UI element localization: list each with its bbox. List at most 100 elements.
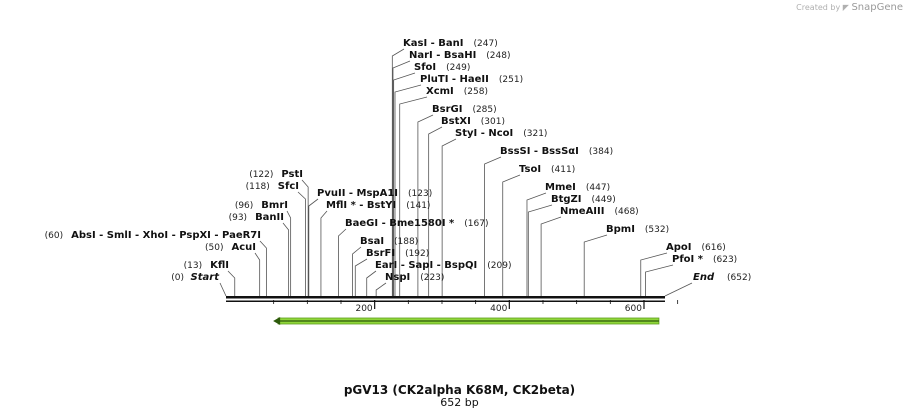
site-name: BstXI [441, 116, 471, 127]
site-position: (93) [229, 213, 247, 223]
site-position: (188) [394, 237, 418, 247]
backbone-top-strand [226, 296, 665, 299]
site-position: (623) [713, 255, 737, 265]
site-connector [259, 240, 267, 296]
site-name: BanII [255, 212, 284, 223]
end-connector [664, 282, 693, 297]
site-connector [645, 264, 674, 296]
site-connector [441, 138, 457, 296]
site-name: NmeAIII [560, 206, 604, 217]
site-position: (60) [45, 231, 63, 241]
site-name: PstI [281, 169, 303, 180]
site-position: (532) [645, 225, 669, 235]
site-name: BsaI [360, 236, 384, 247]
site-position: (384) [589, 147, 613, 157]
start-connector [219, 282, 227, 297]
ruler-tick-label: 600 [625, 304, 642, 314]
site-name: BaeGI - Bme1580I * [345, 218, 455, 229]
site-connector [354, 258, 368, 296]
snapgene-credit: Created by ◤ SnapGene [796, 2, 903, 13]
feature-arrowhead [273, 317, 281, 325]
site-connector [428, 126, 443, 296]
site-position: (13) [184, 261, 202, 271]
site-name: SfoI [414, 62, 436, 73]
site-connector [484, 156, 502, 296]
feature-arrow [273, 317, 660, 325]
map-length: 652 bp [440, 396, 479, 409]
site-connector [640, 252, 668, 296]
site-connector [392, 60, 411, 296]
site-position: (167) [464, 219, 488, 229]
site-connector [282, 222, 290, 296]
site-name: BpmI [606, 224, 635, 235]
site-name: PluTI - HaeII [420, 74, 489, 85]
site-connector [254, 252, 261, 296]
site-name: BsrFI [366, 248, 395, 259]
site-connector [417, 114, 434, 296]
site-connectors [219, 48, 693, 297]
site-name: PvuII - MspA1I [317, 188, 398, 199]
site-position: (248) [486, 51, 510, 61]
ruler-ticks: 200 400 600 [273, 300, 679, 314]
site-position: (616) [702, 243, 726, 253]
snapgene-logo-icon: ◤ [842, 3, 849, 12]
site-labels: KasI - BanI (247)NarI - BsaHI (248) SfoI (24… [45, 38, 752, 283]
credit-brand: SnapGene [851, 2, 903, 13]
site-position: (468) [614, 207, 638, 217]
site-connector [502, 174, 521, 296]
site-name: ApoI [666, 242, 692, 253]
site-connector [527, 204, 553, 296]
ruler-tick-label: 400 [490, 304, 507, 314]
site-position: (411) [551, 165, 575, 175]
site-position: (122) [249, 170, 273, 180]
site-connector [375, 282, 387, 296]
site-name: BtgZI [551, 194, 582, 205]
site-connector [308, 198, 319, 296]
site-name: MmeI [545, 182, 576, 193]
site-name: KasI - BanI [403, 38, 464, 49]
site-position: (141) [406, 201, 430, 211]
site-position: (247) [474, 39, 498, 49]
site-name: SfcI [278, 181, 299, 192]
end-position: (652) [727, 273, 751, 283]
site-connector [301, 179, 309, 296]
site-connector [394, 84, 422, 296]
site-position: (223) [420, 273, 444, 283]
site-name: BssSI - BssSαI [500, 146, 579, 157]
site-position: (285) [472, 105, 496, 115]
site-connector [366, 270, 377, 296]
site-position: (192) [405, 249, 429, 259]
site-position: (258) [464, 87, 488, 97]
site-position: (301) [481, 117, 505, 127]
site-name: TsoI [519, 164, 541, 175]
site-name: PfoI * [672, 254, 704, 265]
site-connector [391, 48, 405, 296]
site-name: AcuI [231, 242, 256, 253]
site-connector [540, 216, 562, 296]
credit-prefix: Created by [796, 3, 841, 12]
dna-backbone [226, 296, 665, 302]
site-connector [393, 72, 416, 296]
site-connector [352, 246, 362, 296]
backbone-bottom-strand [226, 300, 665, 302]
site-connector [338, 228, 347, 296]
site-name: BsrGI [432, 104, 462, 115]
site-connector [320, 210, 328, 296]
map-title: pGV13 (CK2alpha K68M, CK2beta) [343, 383, 576, 397]
site-position: (123) [408, 189, 432, 199]
ruler-tick-label: 200 [355, 304, 372, 314]
site-name: NarI - BsaHI [409, 50, 476, 61]
site-position: (249) [446, 63, 470, 73]
site-position: (449) [592, 195, 616, 205]
site-name: MflI * - BstYI [326, 200, 396, 211]
site-position: (251) [499, 75, 523, 85]
site-name: AbsI - SmlI - XhoI - PspXI - PaeR7I [71, 230, 261, 241]
site-position: (447) [586, 183, 610, 193]
site-position: (118) [246, 182, 270, 192]
end-label: End [693, 272, 715, 283]
start-position: (0) [171, 273, 184, 283]
site-position: (209) [487, 261, 511, 271]
site-name: BmrI [261, 200, 288, 211]
site-name: XcmI [426, 86, 454, 97]
site-position: (321) [523, 129, 547, 139]
